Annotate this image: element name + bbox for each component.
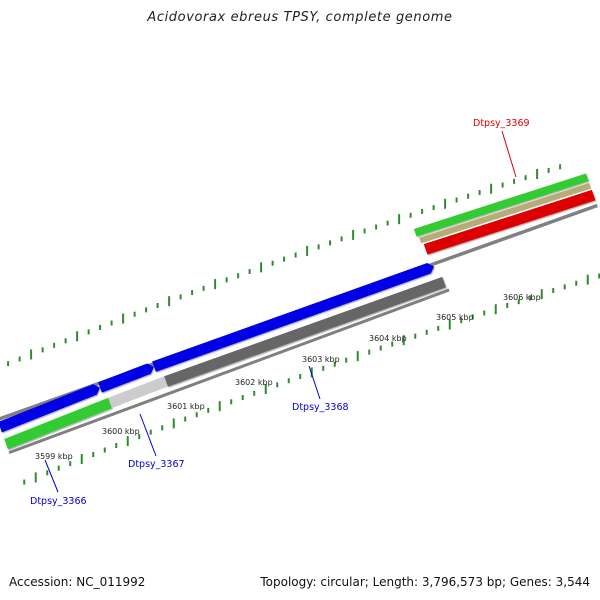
backbone-lower bbox=[8, 288, 450, 455]
scale-label: 3602 kbp bbox=[235, 378, 273, 387]
scale-label: 3600 kbp bbox=[102, 427, 140, 436]
forward-cds-segment bbox=[0, 384, 100, 433]
gene-label-leader bbox=[44, 459, 59, 493]
reverse-cds-segment bbox=[423, 189, 596, 255]
scale-label: 3601 kbp bbox=[167, 402, 205, 411]
forward-cds-segment bbox=[152, 263, 434, 372]
gene-label: Dtpsy_3367 bbox=[128, 459, 185, 470]
gene-label: Dtpsy_3368 bbox=[292, 402, 349, 413]
gene-track-light-gray bbox=[108, 376, 168, 409]
gene-label: Dtpsy_3366 bbox=[30, 496, 87, 507]
gene-track-green bbox=[4, 397, 112, 450]
scale-label: 3604 kbp bbox=[369, 334, 407, 343]
feature-track-layer bbox=[0, 173, 598, 455]
genome-summary: Topology: circular; Length: 3,796,573 bp… bbox=[260, 575, 590, 589]
gene-label-layer: Dtpsy_3366 Dtpsy_3367 Dtpsy_3368 Dtpsy_3369 bbox=[30, 118, 530, 507]
scale-label-layer: 3599 kbp 3600 kbp 3601 kbp 3602 kbp 3603 kbp… bbox=[35, 293, 541, 461]
gene-label: Dtpsy_3369 bbox=[473, 118, 530, 129]
map-title: Acidovorax ebreus TPSY, complete genome bbox=[147, 10, 453, 25]
gene-track-dark-gray bbox=[164, 276, 446, 387]
scale-label: 3603 kbp bbox=[302, 355, 340, 364]
scale-label: 3599 kbp bbox=[35, 452, 73, 461]
accession-label: Accession: NC_011992 bbox=[9, 575, 146, 589]
forward-cds-segment bbox=[98, 363, 154, 393]
gene-label-leader bbox=[139, 413, 157, 457]
scale-tick-layer bbox=[7, 164, 600, 485]
gene-label-leader bbox=[501, 130, 517, 178]
reverse-track-tan bbox=[419, 182, 592, 244]
gene-label-leader bbox=[308, 365, 321, 400]
reverse-track-green bbox=[413, 173, 589, 237]
scale-label: 3606 kbp bbox=[503, 293, 541, 302]
scale-label: 3605 kbp bbox=[436, 313, 474, 322]
